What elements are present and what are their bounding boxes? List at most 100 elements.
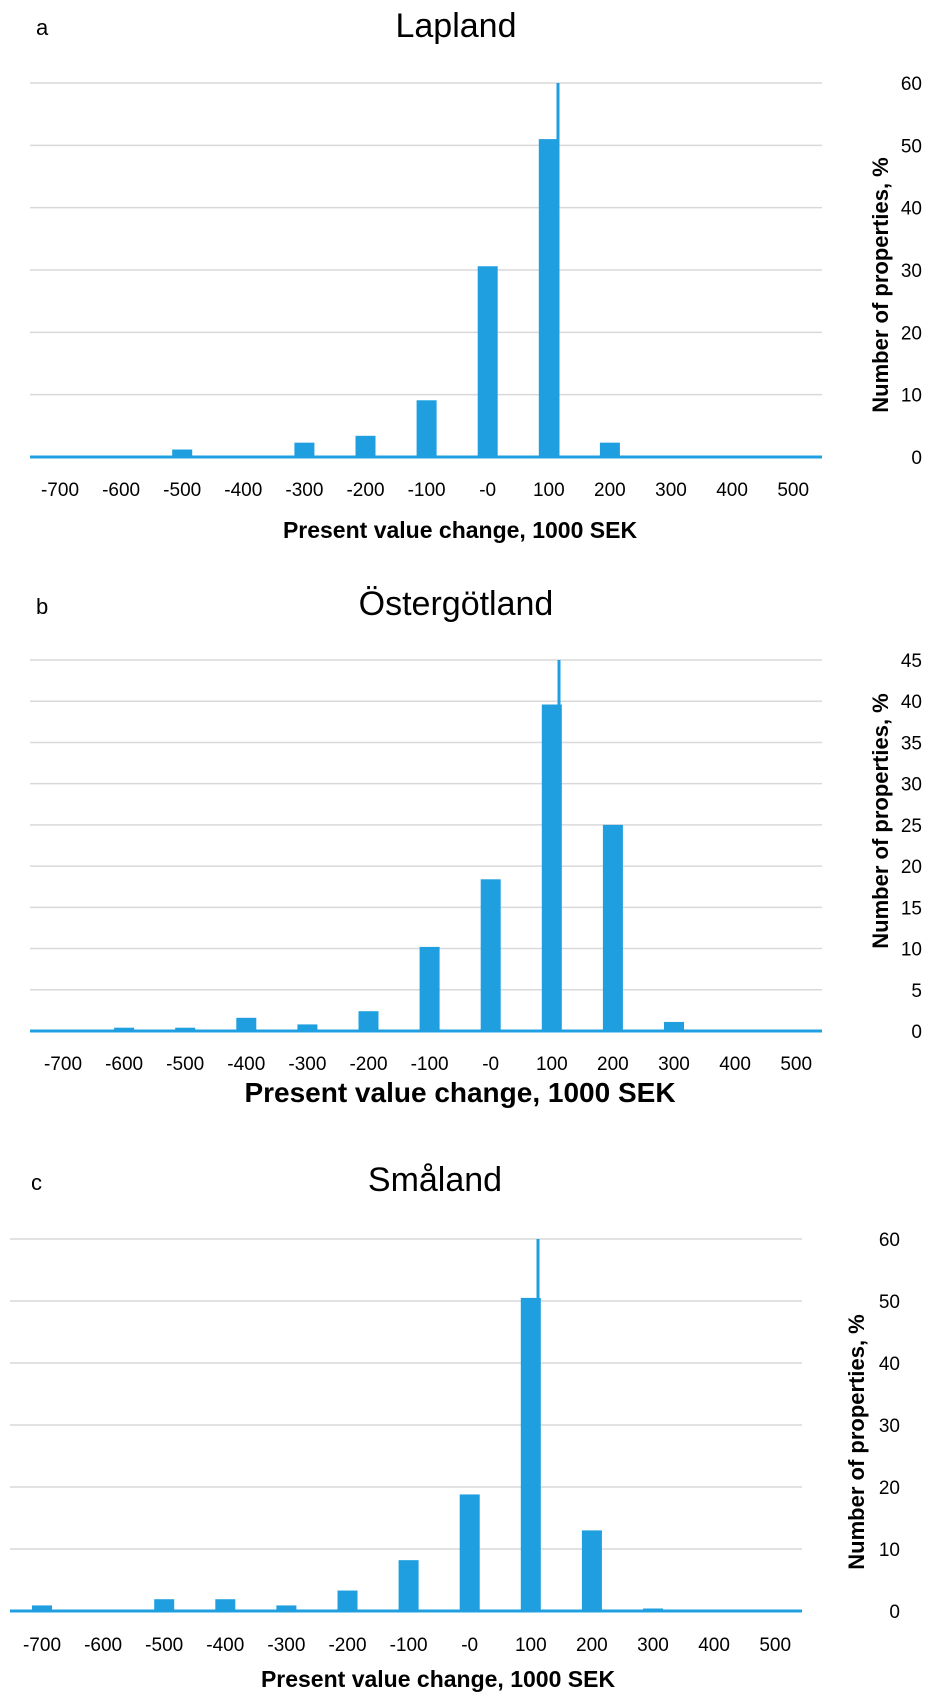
x-tick-label: 200 (597, 1054, 629, 1075)
bar (337, 1590, 358, 1611)
x-tick-label: -500 (163, 480, 201, 501)
bar (398, 1560, 419, 1611)
y-tick-label: 35 (901, 733, 922, 754)
bar (32, 1605, 52, 1611)
bar (276, 1605, 297, 1611)
x-tick-label: 500 (780, 1054, 812, 1075)
chart-panel-b: b Östergötland 0 5 10 15 20 25 30 35 40 45 -700 -6… (0, 565, 941, 1135)
x-tick-label: -200 (349, 1054, 387, 1075)
bars (32, 1297, 663, 1611)
x-tick-label: -700 (23, 1635, 61, 1656)
chart-svg-c: c Småland 0 10 20 30 40 50 60 -700 -600 -500 -400… (10, 1161, 900, 1692)
y-tick-label: 60 (901, 74, 922, 95)
y-tick-label: 0 (911, 1022, 922, 1043)
x-tick-label: -300 (267, 1635, 305, 1656)
y-tick-label: 0 (911, 448, 922, 469)
gridlines (30, 659, 822, 991)
bar (602, 824, 623, 1031)
x-tick-label: -600 (102, 480, 140, 501)
y-tick-label: 30 (901, 775, 922, 796)
panel-letter: a (36, 15, 49, 40)
x-tick-label: -0 (479, 480, 496, 501)
bar (355, 435, 376, 457)
bar (520, 1297, 541, 1611)
y-tick-label: 10 (901, 386, 922, 407)
y-axis-label: Number of properties, % (868, 693, 893, 948)
y-tick-label: 45 (901, 651, 922, 672)
x-tick-label: -200 (328, 1635, 366, 1656)
x-tick-label: 500 (777, 480, 809, 501)
y-tick-label: 20 (879, 1478, 900, 1499)
x-tick-label: -500 (166, 1054, 204, 1075)
x-tick-label: -300 (288, 1054, 326, 1075)
bar (236, 1017, 257, 1031)
y-tick-labels: 0 5 10 15 20 25 30 35 40 45 (901, 651, 922, 1043)
bar (419, 946, 440, 1031)
y-tick-label: 40 (879, 1354, 900, 1375)
y-tick-label: 40 (901, 199, 922, 220)
x-tick-labels: -700 -600 -500 -400 -300 -200 -100 -0 100 200 300 4… (23, 1635, 791, 1656)
x-tick-label: -100 (408, 480, 446, 501)
x-tick-label: -700 (41, 480, 79, 501)
bar (215, 1599, 236, 1611)
bar (541, 704, 562, 1031)
y-tick-label: 10 (879, 1540, 900, 1561)
y-tick-label: 5 (911, 981, 922, 1002)
y-tick-label: 30 (879, 1416, 900, 1437)
x-tick-label: 200 (594, 480, 626, 501)
bar (538, 139, 559, 457)
y-axis-label: Number of properties, % (844, 1314, 869, 1569)
y-tick-label: 15 (901, 898, 922, 919)
chart-title: Östergötland (359, 585, 554, 623)
x-tick-label: -500 (145, 1635, 183, 1656)
bars (114, 704, 684, 1031)
bar (459, 1494, 480, 1611)
bar (297, 1024, 318, 1031)
x-tick-label: 400 (719, 1054, 751, 1075)
x-tick-labels: -700 -600 -500 -400 -300 -200 -100 -0 100 200 300 4… (44, 1054, 812, 1075)
y-tick-labels: 0 10 20 30 40 50 60 (879, 1230, 900, 1623)
x-tick-label: -0 (482, 1054, 499, 1075)
bar (599, 442, 620, 457)
panel-letter: c (31, 1170, 42, 1195)
y-tick-label: 40 (901, 692, 922, 713)
bar (477, 266, 498, 457)
chart-panel-a: a Lapland 0 10 20 30 40 50 60 -700 -600 -500 -400… (0, 0, 941, 545)
x-tick-label: -0 (461, 1635, 478, 1656)
y-tick-labels: 0 10 20 30 40 50 60 (901, 74, 922, 469)
x-tick-label: 200 (576, 1635, 608, 1656)
bar (358, 1011, 379, 1031)
x-tick-label: -100 (390, 1635, 428, 1656)
y-tick-label: 10 (901, 940, 922, 961)
x-tick-label: 300 (658, 1054, 690, 1075)
x-tick-label: -400 (206, 1635, 244, 1656)
x-tick-label: -200 (346, 480, 384, 501)
x-tick-label: 100 (536, 1054, 568, 1075)
y-axis-label: Number of properties, % (868, 157, 893, 412)
x-tick-label: -700 (44, 1054, 82, 1075)
x-tick-label: 400 (716, 480, 748, 501)
chart-panel-c: c Småland 0 10 20 30 40 50 60 -700 -600 -500 -400… (0, 1145, 941, 1699)
chart-title: Lapland (395, 7, 516, 45)
x-axis-label: Present value change, 1000 SEK (261, 1666, 616, 1692)
x-tick-label: -600 (84, 1635, 122, 1656)
bar (294, 442, 315, 457)
bar (664, 1021, 684, 1031)
chart-svg-a: a Lapland 0 10 20 30 40 50 60 -700 -600 -500 -400… (30, 7, 922, 543)
x-axis-label: Present value change, 1000 SEK (244, 1077, 675, 1108)
bar (581, 1530, 602, 1611)
x-tick-label: 300 (655, 480, 687, 501)
bar (114, 1027, 135, 1031)
bar (416, 400, 437, 457)
x-tick-label: -100 (411, 1054, 449, 1075)
x-tick-label: -400 (224, 480, 262, 501)
x-tick-labels: -700 -600 -500 -400 -300 -200 -100 -0 100 200 300 4… (41, 480, 809, 501)
y-tick-label: 20 (901, 323, 922, 344)
bar (175, 1027, 196, 1031)
y-tick-label: 30 (901, 261, 922, 282)
bar (172, 449, 193, 457)
y-tick-label: 50 (901, 136, 922, 157)
panel-letter: b (36, 594, 48, 619)
chart-title: Småland (368, 1161, 502, 1199)
y-tick-label: 60 (879, 1230, 900, 1251)
